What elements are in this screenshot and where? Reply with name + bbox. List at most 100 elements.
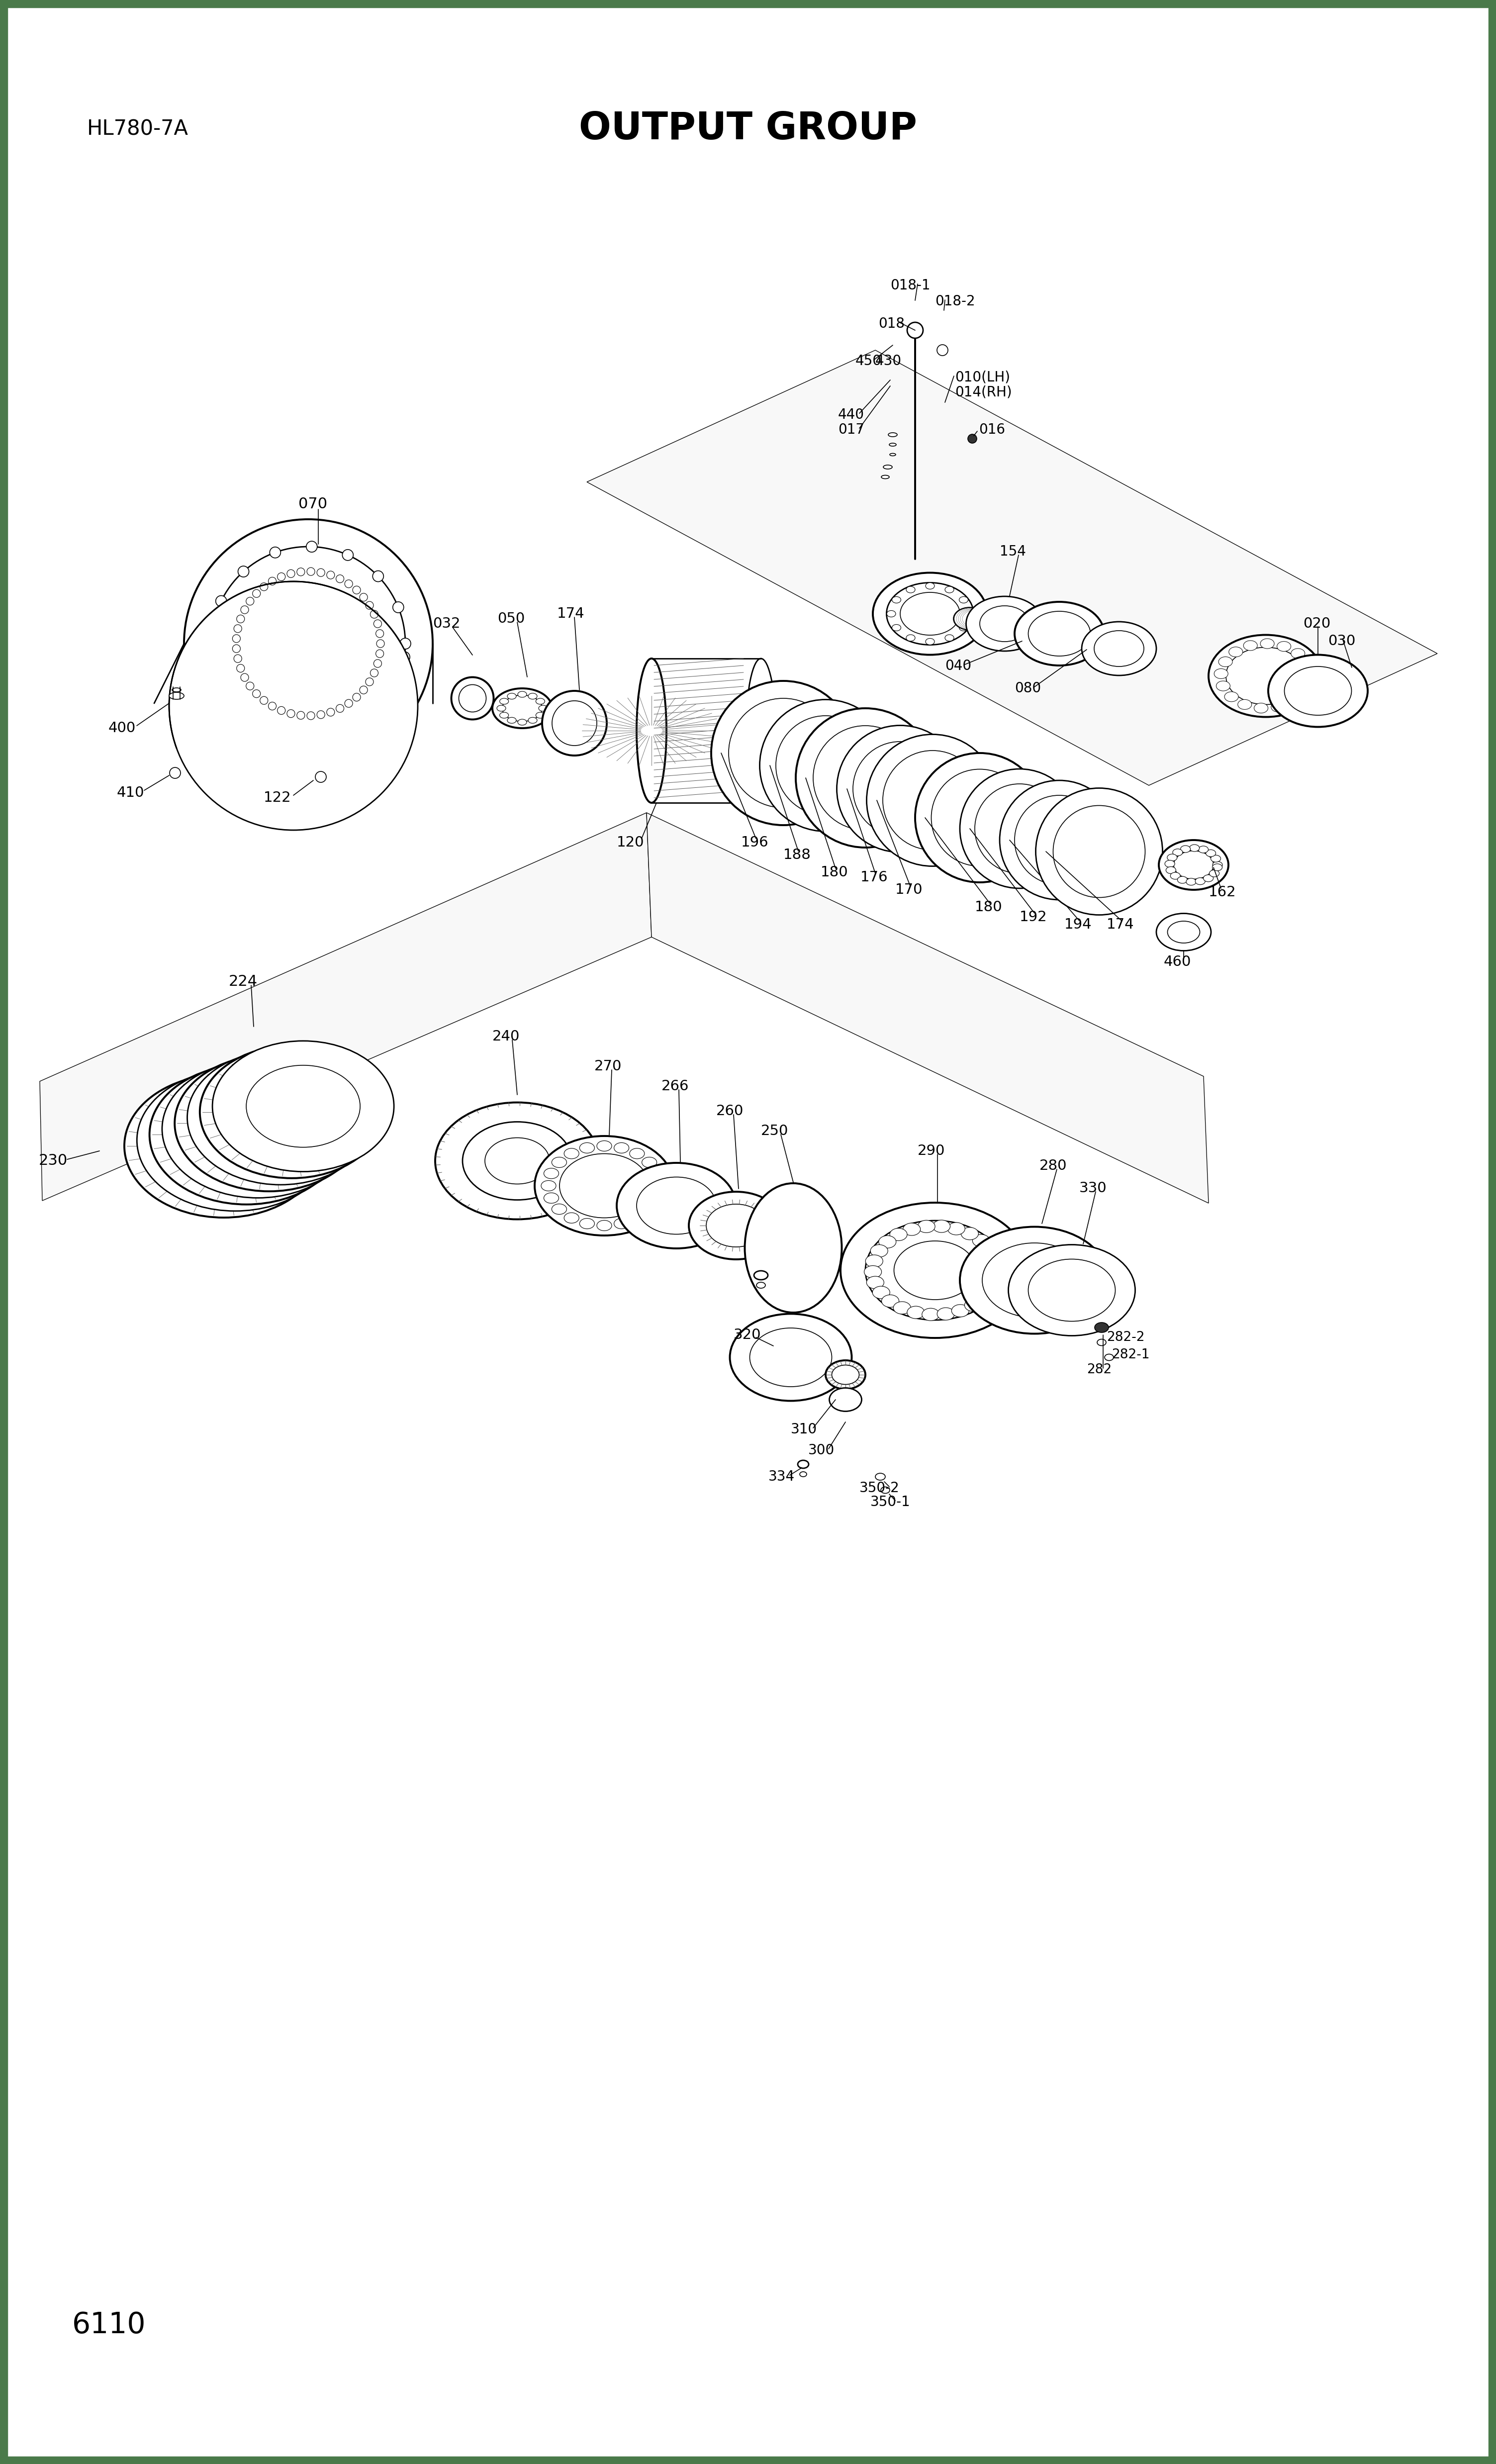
Ellipse shape (373, 572, 383, 582)
Ellipse shape (814, 727, 917, 830)
Ellipse shape (138, 1069, 334, 1210)
Ellipse shape (1156, 914, 1212, 951)
Ellipse shape (760, 700, 892, 830)
Ellipse shape (1082, 621, 1156, 675)
Ellipse shape (832, 1365, 859, 1385)
Ellipse shape (630, 1212, 645, 1222)
Ellipse shape (212, 1040, 393, 1170)
Ellipse shape (1291, 648, 1305, 658)
Ellipse shape (1260, 638, 1275, 648)
Ellipse shape (497, 705, 506, 712)
Ellipse shape (1014, 601, 1104, 665)
Text: 240: 240 (492, 1030, 521, 1042)
Ellipse shape (936, 345, 948, 355)
Text: 334: 334 (769, 1469, 794, 1483)
Ellipse shape (893, 1301, 911, 1313)
Ellipse shape (968, 434, 977, 444)
Ellipse shape (1167, 922, 1200, 944)
Text: 180: 180 (821, 865, 848, 880)
Ellipse shape (536, 712, 545, 717)
Ellipse shape (1094, 631, 1144, 665)
Ellipse shape (393, 601, 404, 614)
Ellipse shape (1278, 641, 1291, 650)
Ellipse shape (866, 734, 998, 867)
Ellipse shape (259, 594, 358, 692)
Ellipse shape (637, 658, 666, 803)
Text: 180: 180 (975, 899, 1002, 914)
Ellipse shape (881, 1294, 899, 1308)
Text: 080: 080 (1014, 683, 1041, 695)
Ellipse shape (853, 742, 947, 835)
Ellipse shape (247, 1064, 361, 1148)
Ellipse shape (934, 1220, 950, 1232)
Ellipse shape (1225, 648, 1306, 705)
Ellipse shape (983, 1281, 1001, 1294)
Text: 282-1: 282-1 (1112, 1348, 1149, 1360)
Ellipse shape (399, 650, 410, 663)
Ellipse shape (706, 1205, 766, 1247)
Ellipse shape (1215, 668, 1228, 678)
Ellipse shape (1297, 687, 1312, 697)
Ellipse shape (343, 549, 353, 559)
Text: 010(LH): 010(LH) (954, 370, 1010, 384)
Ellipse shape (975, 784, 1064, 872)
Ellipse shape (1212, 865, 1222, 870)
Text: 188: 188 (784, 848, 811, 862)
Ellipse shape (865, 1266, 881, 1279)
Ellipse shape (1174, 850, 1213, 880)
Ellipse shape (965, 611, 974, 616)
Ellipse shape (872, 1286, 890, 1299)
Ellipse shape (492, 687, 552, 729)
Text: 350-1: 350-1 (871, 1496, 911, 1508)
Text: 032: 032 (432, 616, 461, 631)
Ellipse shape (642, 1205, 657, 1215)
Ellipse shape (872, 572, 987, 655)
Ellipse shape (989, 1264, 1005, 1276)
Text: 014(RH): 014(RH) (954, 384, 1011, 399)
Ellipse shape (887, 582, 974, 646)
Text: 170: 170 (895, 882, 923, 897)
Ellipse shape (507, 692, 516, 700)
Ellipse shape (293, 734, 304, 747)
Text: 174: 174 (557, 606, 585, 621)
Ellipse shape (907, 586, 916, 594)
Ellipse shape (960, 1227, 1109, 1333)
Ellipse shape (829, 1387, 862, 1412)
Ellipse shape (1165, 867, 1176, 875)
Ellipse shape (1028, 1259, 1116, 1321)
Ellipse shape (1165, 860, 1174, 867)
Ellipse shape (932, 769, 1028, 867)
Ellipse shape (257, 724, 268, 734)
Text: 440: 440 (838, 409, 865, 421)
Ellipse shape (960, 1227, 978, 1239)
Ellipse shape (875, 1473, 886, 1481)
Ellipse shape (797, 1461, 809, 1469)
Ellipse shape (200, 1045, 384, 1178)
Ellipse shape (1097, 1340, 1106, 1345)
Ellipse shape (904, 1222, 920, 1234)
Ellipse shape (980, 606, 1029, 641)
Ellipse shape (1206, 850, 1216, 857)
Text: 017: 017 (838, 424, 865, 436)
Ellipse shape (630, 1148, 645, 1158)
Ellipse shape (907, 1306, 925, 1318)
Ellipse shape (796, 707, 935, 848)
Ellipse shape (883, 466, 892, 468)
Ellipse shape (1243, 641, 1257, 650)
Ellipse shape (1198, 845, 1209, 853)
Ellipse shape (757, 1281, 766, 1289)
Ellipse shape (169, 692, 184, 700)
Ellipse shape (901, 591, 960, 636)
Ellipse shape (1210, 855, 1221, 862)
Ellipse shape (229, 700, 239, 712)
Ellipse shape (1095, 1323, 1109, 1333)
Ellipse shape (215, 596, 227, 606)
Ellipse shape (800, 1471, 806, 1476)
Ellipse shape (649, 1193, 664, 1202)
Ellipse shape (1303, 670, 1318, 680)
Ellipse shape (895, 1242, 975, 1299)
Ellipse shape (926, 638, 935, 646)
Ellipse shape (542, 1180, 557, 1190)
Ellipse shape (307, 542, 317, 552)
Ellipse shape (500, 712, 509, 717)
